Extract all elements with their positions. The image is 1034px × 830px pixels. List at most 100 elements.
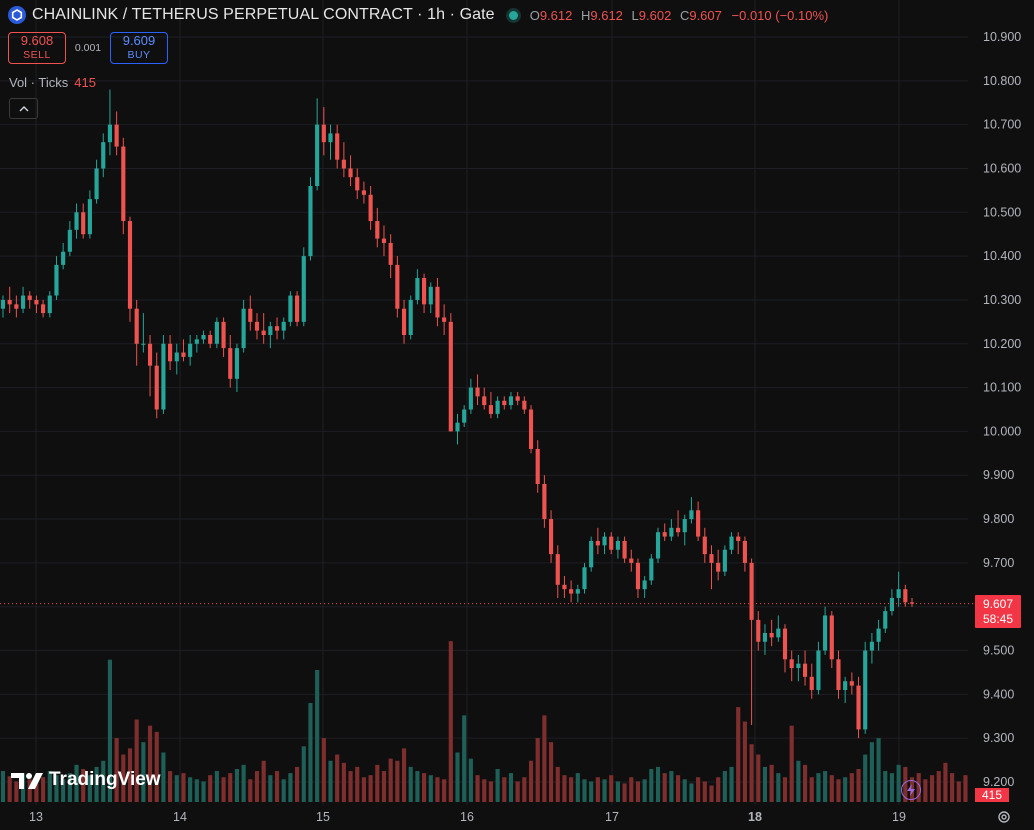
volume-bar [823,771,828,802]
candle-body [508,396,514,406]
volume-bar [228,773,233,802]
candle-body [609,536,614,550]
volume-bar [709,785,714,802]
ohlc-readout: O9.612 H9.612 L9.602 C9.607 −0.010 (−0.1… [530,8,829,23]
candle-body [154,365,159,410]
volume-value: 415 [74,75,96,90]
price-tick-label: 10.300 [983,293,1021,307]
volume-bar [782,777,788,802]
sell-label: SELL [23,49,51,61]
price-tick-label: 10.000 [983,424,1021,438]
volume-bar [736,707,741,802]
candle-body [829,615,834,660]
volume-bar [809,777,814,802]
volume-bar [776,773,781,802]
tradingview-logo[interactable]: TradingView [11,769,161,791]
time-tick-label: 13 [29,810,43,824]
candle-body [41,304,46,314]
volume-bar [234,769,240,802]
volume-bar [950,773,955,802]
sell-price: 9.608 [20,33,54,48]
candle-body [756,619,761,642]
candle-body [528,409,534,449]
candle-body [422,278,427,305]
gear-icon[interactable] [996,809,1012,825]
volume-bar [816,773,821,802]
volume-bar [268,775,273,802]
live-dot-icon [508,10,518,20]
buy-button[interactable]: 9.609 BUY [110,32,168,64]
volume-bar [869,742,874,802]
candlesticks [0,89,915,739]
price-tick-label: 10.400 [983,249,1021,263]
volume-bar [348,771,353,802]
volume-bar [482,779,487,802]
volume-bar [274,771,280,802]
volume-bar [515,781,520,802]
volume-bar [956,781,961,802]
candle-body [47,295,52,314]
open-value: 9.612 [539,7,573,23]
candle-body [168,343,173,362]
volume-bar [843,777,848,802]
volume-bar [288,773,293,802]
symbol-title[interactable]: CHAINLINK / TETHERUS PERPETUAL CONTRACT … [32,6,495,23]
buy-label: BUY [127,49,151,61]
candle-body [14,304,19,309]
candle-body [462,409,467,423]
candle-body [702,536,707,555]
candle-body [736,536,741,541]
candle-body [549,519,554,555]
volume-bar [495,769,500,802]
candle-body [622,540,627,559]
candle-body [308,186,313,257]
volume-bar [475,775,480,802]
candle-body [455,422,460,432]
candle-body [629,558,634,563]
volume-bar [488,781,493,802]
sell-button[interactable]: 9.608 SELL [8,32,66,64]
volume-bar [188,777,193,802]
candle-body [475,387,480,397]
candle-body [442,317,447,322]
candle-body [201,335,206,340]
candle-body [321,124,326,143]
lightning-button[interactable] [901,780,921,800]
volume-bar [883,771,888,802]
candle-body [188,343,193,357]
volume-bar [254,771,260,802]
candle-body [221,321,226,349]
volume-bar [929,775,935,802]
volume-bar [0,771,6,802]
volume-bar [595,777,600,802]
close-value: 9.607 [689,7,722,23]
volume-bar [7,776,12,802]
price-tick-label: 10.600 [983,161,1021,175]
collapse-button[interactable] [9,98,38,119]
candle-body [20,295,26,309]
candle-body [849,681,854,686]
candle-body [335,133,340,160]
candle-body [488,405,493,414]
candle-body [448,321,453,432]
volume-bar [448,641,453,802]
volume-bar [81,769,86,802]
volume-bar [889,773,895,802]
volume-label: Vol · Ticks [9,75,69,90]
candle-body [776,628,781,638]
candle-body [903,589,908,603]
volume-bar [649,769,654,802]
candle-body [147,343,153,366]
candle-body [348,168,353,178]
volume-bar [341,762,346,802]
candle-body [769,633,774,638]
candle-body [595,540,600,546]
volume-bar [602,779,607,802]
volume-bar [435,777,440,802]
volume-legend[interactable]: Vol · Ticks 415 [9,75,96,90]
volume-bar [642,779,647,802]
candle-body [589,540,594,568]
candle-body [823,615,828,651]
candle-body [121,146,126,222]
